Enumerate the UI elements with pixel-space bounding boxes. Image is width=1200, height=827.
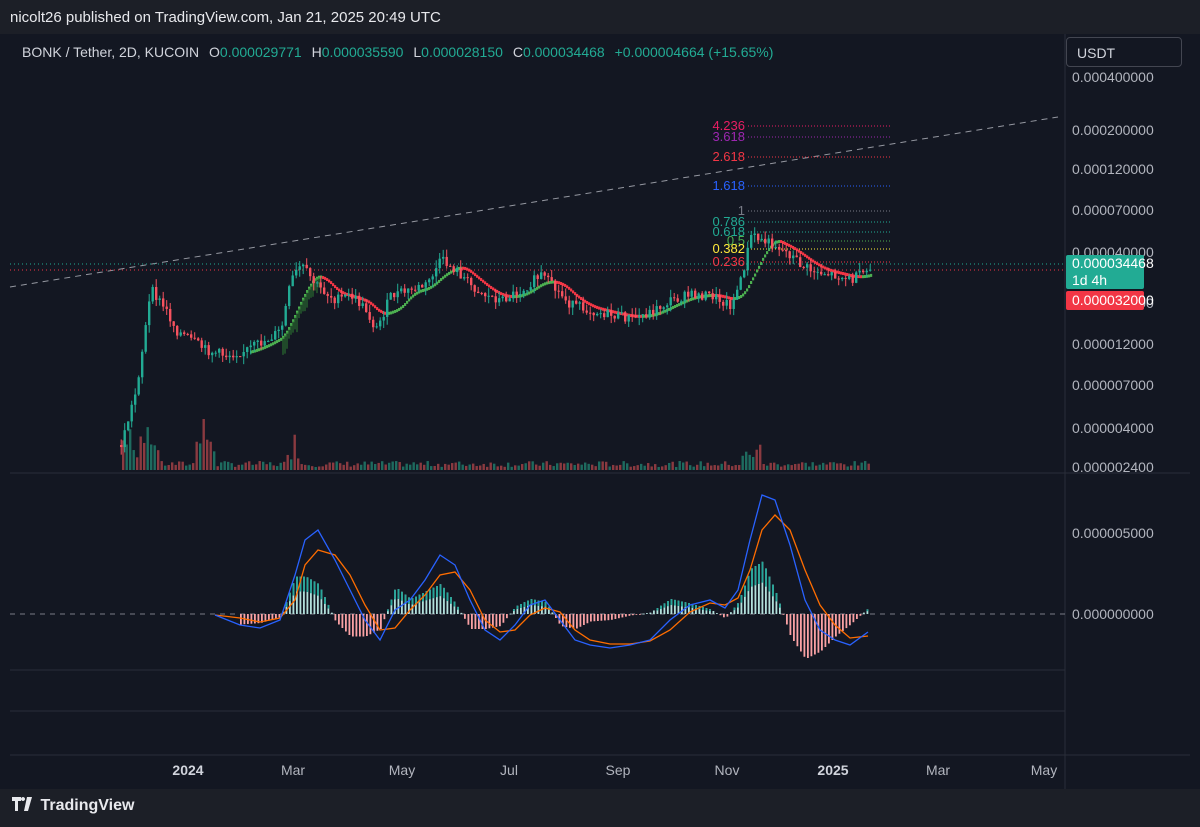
chart-frame[interactable]: [10, 34, 1190, 789]
symbol-header: BONK / Tether, 2D, KUCOIN O0.000029771 H…: [22, 44, 773, 60]
tradingview-logo[interactable]: TradingView: [12, 797, 134, 815]
tradingview-icon: [12, 797, 32, 811]
low-value: 0.000028150: [421, 44, 503, 60]
publish-bar: [0, 0, 1200, 34]
high-value: 0.000035590: [321, 44, 404, 60]
footer-bar: [0, 789, 1200, 827]
close-value: 0.000034468: [522, 44, 605, 60]
currency-button[interactable]: USDT: [1066, 37, 1182, 67]
change-value: +0.000004664 (+15.65%): [614, 44, 774, 60]
low-label: L: [413, 44, 422, 60]
close-label: C: [512, 44, 523, 60]
open-value: 0.000029771: [219, 44, 302, 60]
symbol-title[interactable]: BONK / Tether, 2D, KUCOIN: [22, 44, 200, 60]
open-label: O: [209, 44, 220, 60]
published-info: nicolt26 published on TradingView.com, J…: [10, 9, 441, 26]
high-label: H: [311, 44, 322, 60]
